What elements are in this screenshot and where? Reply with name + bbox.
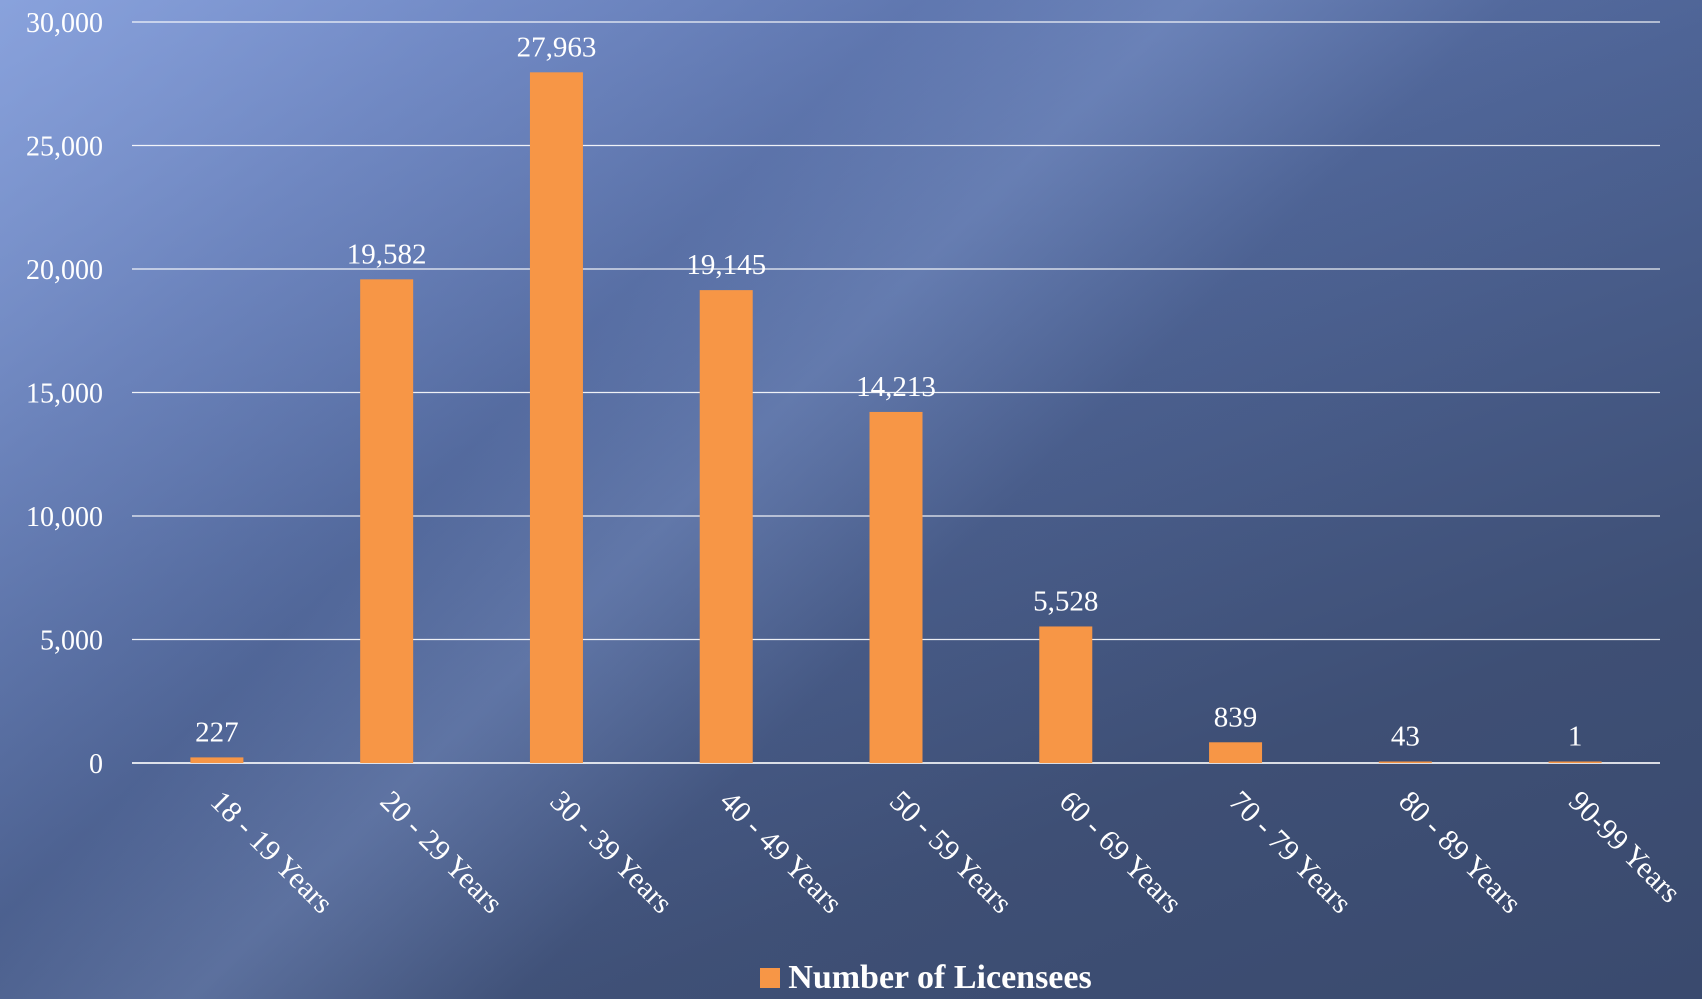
bar <box>1378 761 1432 763</box>
legend: Number of Licensees <box>0 958 1702 998</box>
x-tick-label: 90-99 Years <box>1562 785 1687 910</box>
x-tick-label: 30 - 39 Years <box>543 785 678 920</box>
y-axis-tick-labels: 0 5,000 10,000 15,000 20,000 25,000 30,000 <box>26 8 103 780</box>
legend-swatch <box>760 968 781 988</box>
x-axis-category-labels: 18 - 19 Years 20 - 29 Years 30 - 39 Years 4… <box>204 785 1687 920</box>
data-label: 1 <box>1568 721 1583 753</box>
data-label: 19,145 <box>686 249 766 281</box>
data-label: 43 <box>1391 721 1420 753</box>
y-tick-label: 5,000 <box>40 626 103 657</box>
data-label: 27,963 <box>517 31 597 63</box>
x-tick-label: 80 - 89 Years <box>1392 785 1527 920</box>
data-label: 19,582 <box>347 238 427 270</box>
bar <box>1039 626 1093 763</box>
data-label: 227 <box>195 716 239 748</box>
x-tick-label: 20 - 29 Years <box>374 785 509 920</box>
bars <box>190 72 1602 763</box>
bar <box>869 411 923 763</box>
bar <box>1209 742 1263 763</box>
data-labels: 227 19,582 27,963 19,145 14,213 5,528 839 43 1 <box>195 31 1582 752</box>
y-tick-label: 15,000 <box>26 379 103 410</box>
bar <box>190 757 244 763</box>
x-tick-label: 50 - 59 Years <box>883 785 1018 920</box>
data-label: 5,528 <box>1033 585 1098 617</box>
y-tick-label: 25,000 <box>26 132 103 163</box>
y-tick-label: 30,000 <box>26 8 103 39</box>
bar <box>360 279 414 763</box>
bar <box>529 72 583 763</box>
legend-label: Number of Licensees <box>788 959 1092 996</box>
x-tick-label: 70 - 79 Years <box>1223 785 1358 920</box>
y-tick-label: 0 <box>89 749 103 780</box>
y-tick-label: 10,000 <box>26 502 103 533</box>
bar <box>1548 761 1602 763</box>
x-tick-label: 18 - 19 Years <box>204 785 339 920</box>
x-tick-label: 60 - 69 Years <box>1053 785 1188 920</box>
y-tick-label: 20,000 <box>26 255 103 286</box>
x-tick-label: 40 - 49 Years <box>713 785 848 920</box>
data-label: 839 <box>1214 701 1258 733</box>
data-label: 14,213 <box>856 371 936 403</box>
bar <box>699 290 753 763</box>
